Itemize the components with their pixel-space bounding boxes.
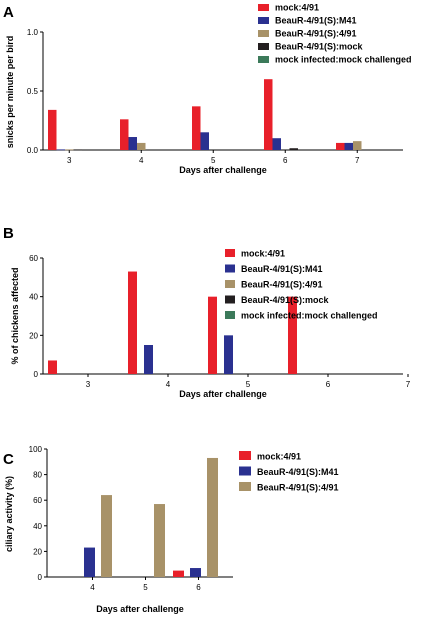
- y-tick-label: 40: [33, 522, 42, 531]
- x-axis-label: Days after challenge: [96, 604, 184, 614]
- legend-label: mock infected:mock challenged: [275, 55, 412, 65]
- legend-label: BeauR-4/91(S):4/91: [241, 280, 323, 290]
- legend-label: BeauR-4/91(S):4/91: [275, 29, 357, 39]
- legend-label: BeauR-4/91(S):M41: [275, 16, 357, 26]
- legend-swatch: [225, 264, 235, 273]
- legend-label: mock:4/91: [257, 452, 301, 462]
- legend-swatch: [258, 30, 269, 37]
- bar: [224, 335, 233, 374]
- bar: [65, 149, 74, 151]
- bar: [48, 360, 57, 374]
- bar: [144, 345, 153, 374]
- bar: [272, 138, 281, 150]
- bar: [192, 106, 201, 150]
- x-tick-label: 4: [90, 583, 95, 592]
- bar: [101, 495, 112, 577]
- legend-swatch: [258, 17, 269, 24]
- x-tick-label: 7: [355, 156, 360, 165]
- bar: [207, 457, 218, 577]
- y-tick-label: 40: [29, 293, 38, 302]
- x-tick-label: 3: [67, 156, 72, 165]
- x-tick-label: 4: [139, 156, 144, 165]
- bar: [154, 504, 165, 577]
- panel-c: C ciliary activity (%) Days after challe…: [3, 445, 339, 614]
- y-tick-label: 60: [29, 254, 38, 263]
- y-tick-label: 20: [33, 547, 42, 556]
- y-tick-label: 0.0: [27, 146, 39, 155]
- legend-swatch: [258, 56, 269, 63]
- bar: [128, 271, 137, 374]
- bar: [200, 132, 209, 150]
- legend-swatch: [225, 295, 235, 304]
- x-tick-label: 4: [166, 380, 171, 389]
- bar: [84, 547, 95, 577]
- legend-label: BeauR-4/91(S):mock: [241, 295, 330, 305]
- y-tick-label: 1.0: [27, 28, 39, 37]
- panel-b: B % of chickens affected Days after chal…: [3, 225, 411, 399]
- y-tick-label: 0.5: [27, 87, 39, 96]
- legend-label: mock:4/91: [241, 249, 285, 259]
- panel-label: A: [3, 4, 14, 21]
- x-tick-label: 5: [143, 583, 148, 592]
- legend-swatch: [225, 249, 235, 257]
- legend-label: BeauR-4/91(S):mock: [275, 42, 364, 52]
- bar: [336, 142, 345, 150]
- x-tick-label: 7: [406, 380, 411, 389]
- bar: [289, 148, 298, 150]
- x-tick-label: 5: [211, 156, 216, 165]
- legend-label: mock:4/91: [275, 3, 319, 13]
- bar: [120, 119, 129, 150]
- bar: [128, 137, 137, 150]
- bar: [288, 296, 297, 374]
- legend-swatch: [258, 43, 269, 50]
- y-tick-label: 0: [38, 573, 43, 582]
- x-tick-label: 6: [326, 380, 331, 389]
- x-tick-label: 3: [86, 380, 91, 389]
- y-tick-label: 80: [33, 471, 42, 480]
- bar: [48, 109, 57, 150]
- legend-swatch: [225, 311, 235, 319]
- legend-swatch: [239, 466, 251, 476]
- bar: [137, 142, 146, 150]
- legend-label: BeauR-4/91(S):4/91: [257, 483, 339, 493]
- x-tick-label: 6: [196, 583, 201, 592]
- bar: [173, 570, 184, 577]
- legend-label: BeauR-4/91(S):M41: [241, 264, 323, 274]
- y-axis-label: snicks per minute per bird: [5, 36, 15, 149]
- bar: [56, 149, 65, 151]
- bar: [208, 296, 217, 374]
- legend-swatch: [239, 482, 251, 491]
- y-tick-label: 60: [33, 496, 42, 505]
- legend-swatch: [225, 280, 235, 288]
- bar: [353, 141, 362, 150]
- x-axis-label: Days after challenge: [179, 165, 267, 175]
- x-axis-label: Days after challenge: [179, 389, 267, 399]
- panel-label: B: [3, 225, 14, 242]
- panel-a: A snicks per minute per bird Days after …: [3, 3, 412, 176]
- y-axis-label: % of chickens affected: [10, 267, 20, 364]
- bar: [190, 568, 201, 577]
- bar: [264, 79, 273, 150]
- y-tick-label: 100: [29, 445, 43, 454]
- legend-label: mock infected:mock challenged: [241, 311, 378, 321]
- legend-label: BeauR-4/91(S):M41: [257, 467, 339, 477]
- bar: [344, 142, 353, 150]
- legend-swatch: [258, 4, 269, 11]
- panel-label: C: [3, 451, 14, 468]
- x-tick-label: 6: [283, 156, 288, 165]
- y-tick-label: 20: [29, 331, 38, 340]
- bar: [73, 149, 82, 151]
- x-tick-label: 5: [246, 380, 251, 389]
- y-axis-label: ciliary activity (%): [4, 476, 14, 552]
- legend-swatch: [239, 451, 251, 460]
- y-tick-label: 0: [34, 370, 39, 379]
